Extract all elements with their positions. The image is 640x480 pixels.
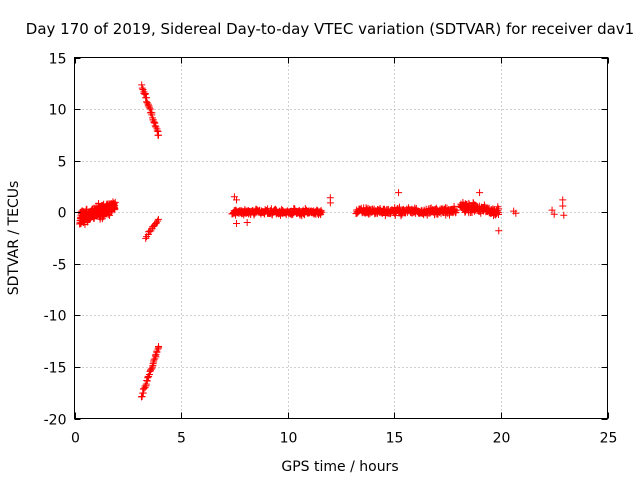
data-point <box>151 355 159 363</box>
y-tick-label: 0 <box>58 206 67 222</box>
data-point <box>243 219 251 227</box>
y-tick-label: -20 <box>44 413 67 429</box>
data-point <box>512 209 520 217</box>
data-point <box>148 111 156 119</box>
data-point <box>316 209 324 217</box>
data-point <box>149 360 157 368</box>
data-point <box>495 205 503 213</box>
x-tick-label: 25 <box>600 431 618 447</box>
data-point <box>495 227 503 235</box>
y-tick-label: 5 <box>58 155 67 171</box>
data-point <box>233 196 241 204</box>
data-point <box>142 234 150 242</box>
data-point <box>111 201 119 209</box>
chart-title: Day 170 of 2019, Sidereal Day-to-day VTE… <box>26 20 634 38</box>
data-points <box>76 81 568 401</box>
data-point <box>560 211 568 219</box>
data-point <box>138 84 146 92</box>
data-point <box>145 104 153 112</box>
data-point <box>151 352 159 360</box>
data-point <box>155 342 163 350</box>
data-point <box>148 363 156 371</box>
data-point <box>452 208 460 216</box>
y-tick-label: 10 <box>49 103 67 119</box>
data-point <box>469 200 477 208</box>
data-point <box>153 127 161 135</box>
y-tick-label: -5 <box>53 258 67 274</box>
x-tick-label: 0 <box>71 431 80 447</box>
data-point <box>559 202 567 210</box>
data-point <box>138 81 146 89</box>
x-tick-label: 20 <box>493 431 511 447</box>
data-point <box>151 122 159 130</box>
data-point <box>138 392 146 400</box>
data-point <box>548 206 556 214</box>
data-point <box>154 217 162 225</box>
y-tick-labels: -20 -15 -10 -5 0 5 10 15 <box>44 52 67 429</box>
data-point <box>145 370 153 378</box>
x-tick-label: 15 <box>386 431 404 447</box>
plot-frame <box>74 57 608 419</box>
y-tick-label: 15 <box>49 52 67 68</box>
data-point <box>145 372 153 380</box>
gridlines <box>74 57 608 419</box>
data-point <box>318 208 326 216</box>
data-point <box>550 210 558 218</box>
x-tick-label: 10 <box>280 431 298 447</box>
y-axis-label: SDTVAR / TECUs <box>6 181 22 296</box>
data-point <box>154 215 162 223</box>
y-tick-label: -10 <box>44 309 67 325</box>
data-point <box>155 131 162 139</box>
x-tick-label: 5 <box>177 431 186 447</box>
x-axis-label: GPS time / hours <box>281 459 398 475</box>
data-point <box>111 198 119 206</box>
data-point <box>451 205 459 213</box>
data-point <box>233 220 241 228</box>
data-point <box>150 118 158 126</box>
data-point <box>559 196 567 204</box>
axis-ticks <box>74 57 609 420</box>
x-tick-labels: 0 5 10 15 20 25 <box>71 431 617 447</box>
data-point <box>395 189 403 197</box>
y-tick-label: -15 <box>44 361 67 377</box>
data-point <box>143 99 151 107</box>
data-point <box>476 189 484 197</box>
data-point <box>148 365 156 373</box>
data-point <box>326 194 334 202</box>
